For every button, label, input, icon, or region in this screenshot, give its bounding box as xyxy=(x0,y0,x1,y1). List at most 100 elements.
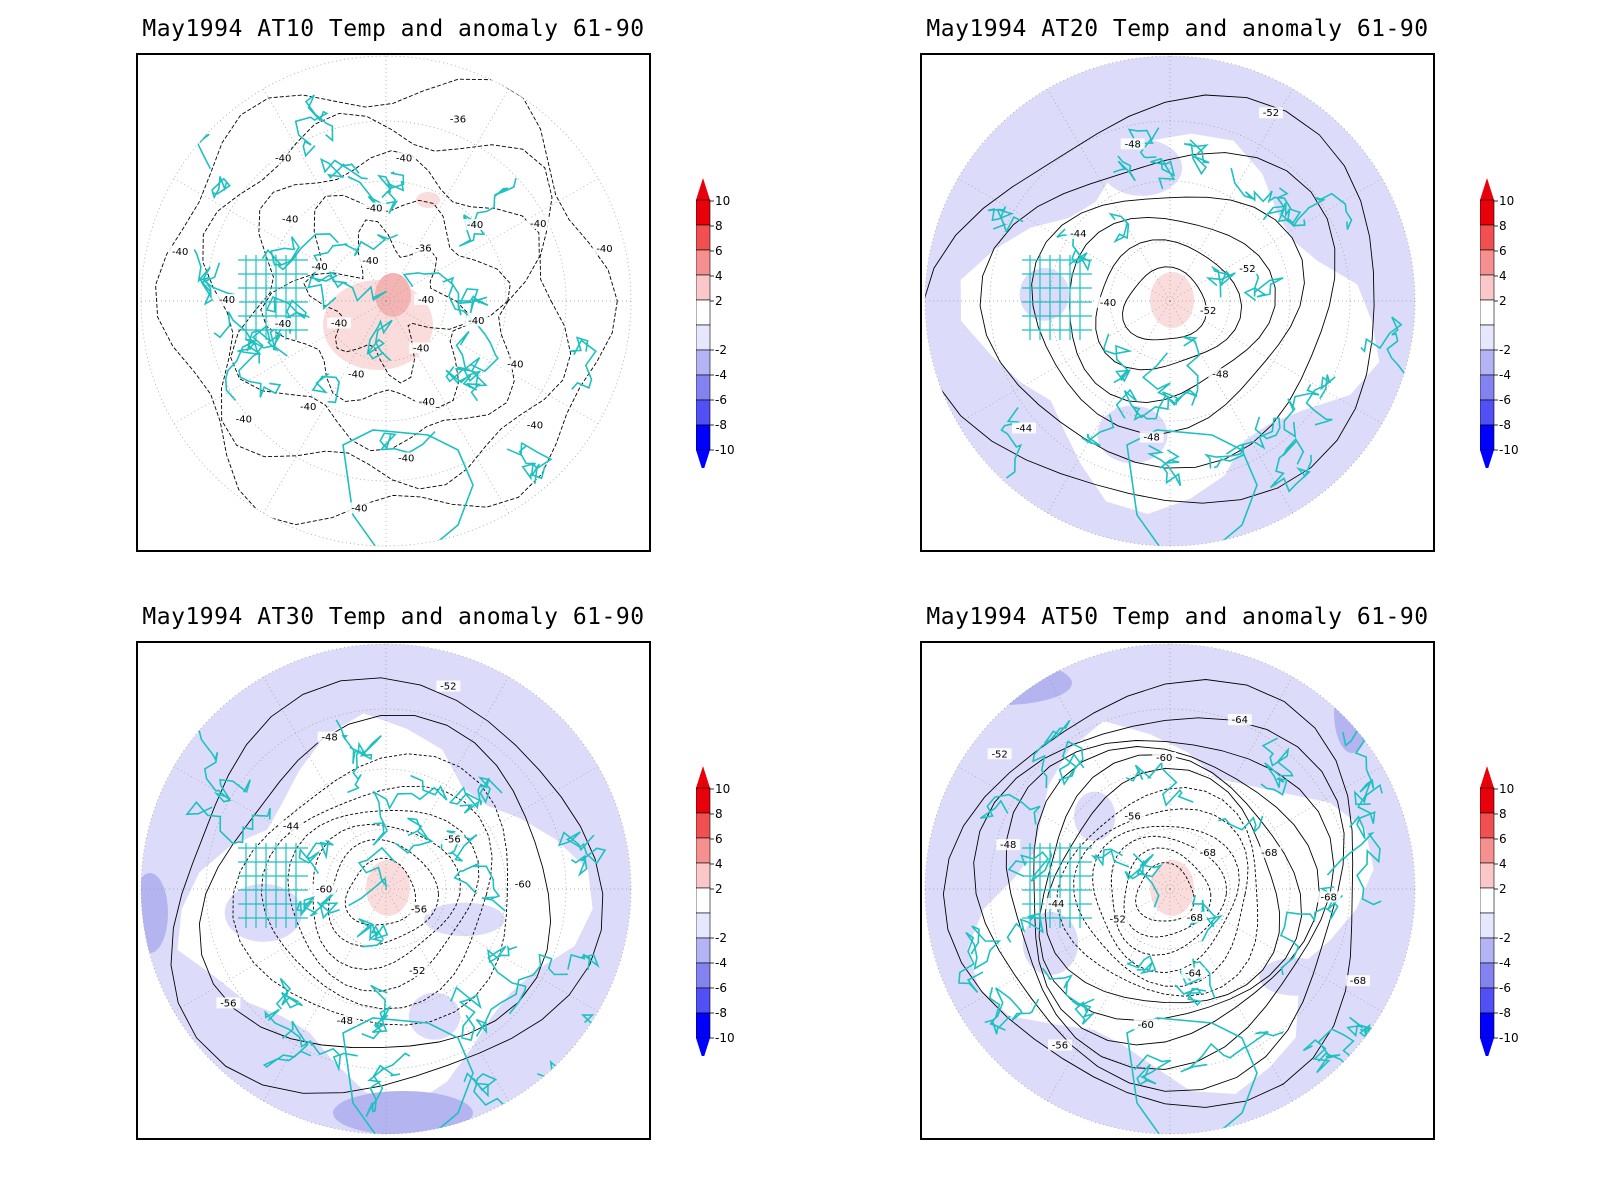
meridian-line xyxy=(385,766,599,890)
colorbar-segment xyxy=(1480,424,1495,451)
meridian-line xyxy=(1047,676,1171,890)
coastline xyxy=(557,831,607,877)
anomaly-positive-strong xyxy=(375,273,411,317)
contour-label: -64 xyxy=(1185,969,1201,980)
coastline xyxy=(342,429,474,546)
coastline xyxy=(1041,967,1096,1025)
temperature-contour xyxy=(344,857,417,926)
coastline xyxy=(379,431,436,454)
contour-label: -60 xyxy=(1156,753,1172,764)
coastline xyxy=(1126,954,1157,975)
meridian-line xyxy=(1169,300,1293,514)
coastline xyxy=(965,475,1003,520)
colorbar-tick-label: 4 xyxy=(715,857,723,871)
map-frame: -68 -64 -60 -56 -52 -44 -48 -52 -56 -60 -64 -68 -68 -… xyxy=(920,641,1435,1140)
temperature-contour xyxy=(1123,847,1212,938)
contour-label: -68 xyxy=(1200,848,1216,859)
colorbar-tick-label: 6 xyxy=(1499,832,1507,846)
anomaly-negative-strong xyxy=(141,873,168,953)
coastline xyxy=(1103,333,1133,384)
coastline xyxy=(984,987,1040,1024)
panel-at20: May1994 AT20 Temp and anomaly 61-90 -52-… xyxy=(920,0,1600,590)
colorbar-segment xyxy=(696,1012,711,1039)
contour-label: -36 xyxy=(450,115,466,126)
coastline xyxy=(298,839,334,875)
colorbar-arrow-top xyxy=(1480,766,1494,788)
anomaly-negative-strong xyxy=(932,661,1072,705)
colorbar-tick-label: 10 xyxy=(715,194,730,208)
coastline xyxy=(356,918,389,948)
colorbar-tick-label: -8 xyxy=(1499,418,1511,432)
coastline xyxy=(1283,384,1320,439)
colorbar-tick-label: -6 xyxy=(715,981,727,995)
temperature-contour xyxy=(925,94,1375,504)
colorbar-segment xyxy=(696,787,711,814)
colorbar-arrow-top xyxy=(1480,178,1494,200)
anomaly-positive xyxy=(1150,860,1194,916)
meridian-line xyxy=(1047,888,1171,1102)
coastline xyxy=(211,176,231,200)
coastline xyxy=(349,734,382,761)
colorbar-segment xyxy=(1480,812,1495,839)
contour-label: -68 xyxy=(1187,913,1203,924)
polar-map: -52 -48 -48 -44 -40 -44 -48 -52 -52 xyxy=(924,55,1416,547)
contour-label: -40 xyxy=(527,420,543,431)
contour-label: -40 xyxy=(351,503,367,514)
anomaly-positive xyxy=(1150,272,1194,328)
anomaly-negative-blob xyxy=(408,992,461,1040)
temperature-contour xyxy=(1031,196,1305,434)
colorbar-segment xyxy=(696,199,711,226)
colorbar-segment xyxy=(696,812,711,839)
colorbar: 10 8 6 4 2 -2 -4 -6 -8 -10 xyxy=(696,766,776,1056)
coastline xyxy=(1305,374,1336,426)
coastline xyxy=(1032,719,1071,788)
contour-label: -40 xyxy=(362,256,378,267)
temperature-contour xyxy=(1044,767,1281,1004)
coastline xyxy=(1349,790,1376,839)
contour-label: -52 xyxy=(409,966,425,977)
coastline xyxy=(1260,737,1294,796)
colorbar-tick-label: 6 xyxy=(1499,244,1507,258)
coastline xyxy=(450,986,482,1042)
coastline xyxy=(1126,429,1258,546)
colorbar-tick-label: 4 xyxy=(1499,269,1507,283)
coastline xyxy=(1131,389,1198,421)
contour-label: -56 xyxy=(220,998,236,1009)
coastline xyxy=(1180,1030,1285,1073)
coastline xyxy=(361,984,392,1040)
meridian-line xyxy=(173,178,387,302)
colorbar-tick-label: 4 xyxy=(715,269,723,283)
contour-label: -64 xyxy=(1232,715,1248,726)
coastline xyxy=(1179,958,1216,1000)
meridian-line xyxy=(385,300,599,424)
coastline xyxy=(518,445,546,481)
coastline xyxy=(958,925,1002,993)
coastline xyxy=(570,336,597,390)
contour-label: -40 xyxy=(398,453,414,464)
contour-label: -48 xyxy=(1212,369,1228,380)
colorbar-segment xyxy=(1480,399,1495,426)
colorbar-arrow-top xyxy=(696,178,710,200)
meridian-line xyxy=(957,300,1171,424)
coastline xyxy=(1183,139,1210,176)
contour-label: -40 xyxy=(419,397,435,408)
contour-label: -60 xyxy=(1138,1020,1154,1031)
colorbar-tick-label: -10 xyxy=(1499,1031,1519,1045)
coastline xyxy=(567,953,600,971)
contour-label: -52 xyxy=(1239,264,1255,275)
meridian-line xyxy=(1169,300,1383,424)
contour-label: -40 xyxy=(282,214,298,225)
colorbar-segment xyxy=(696,887,711,914)
contour-label: -68 xyxy=(1261,848,1277,859)
colorbar-tick-label: -8 xyxy=(715,418,727,432)
colorbar-tick-label: 6 xyxy=(715,244,723,258)
colorbar-segment xyxy=(1480,787,1495,814)
colorbar-tick-label: -10 xyxy=(715,443,735,457)
meridian-line xyxy=(263,300,387,514)
coastline xyxy=(1115,352,1171,419)
anomaly-negative-blob xyxy=(424,902,505,937)
colorbar-segment xyxy=(696,962,711,989)
temperature-contour xyxy=(1092,825,1240,974)
coastline xyxy=(394,817,434,855)
colorbar-segment xyxy=(696,349,711,376)
